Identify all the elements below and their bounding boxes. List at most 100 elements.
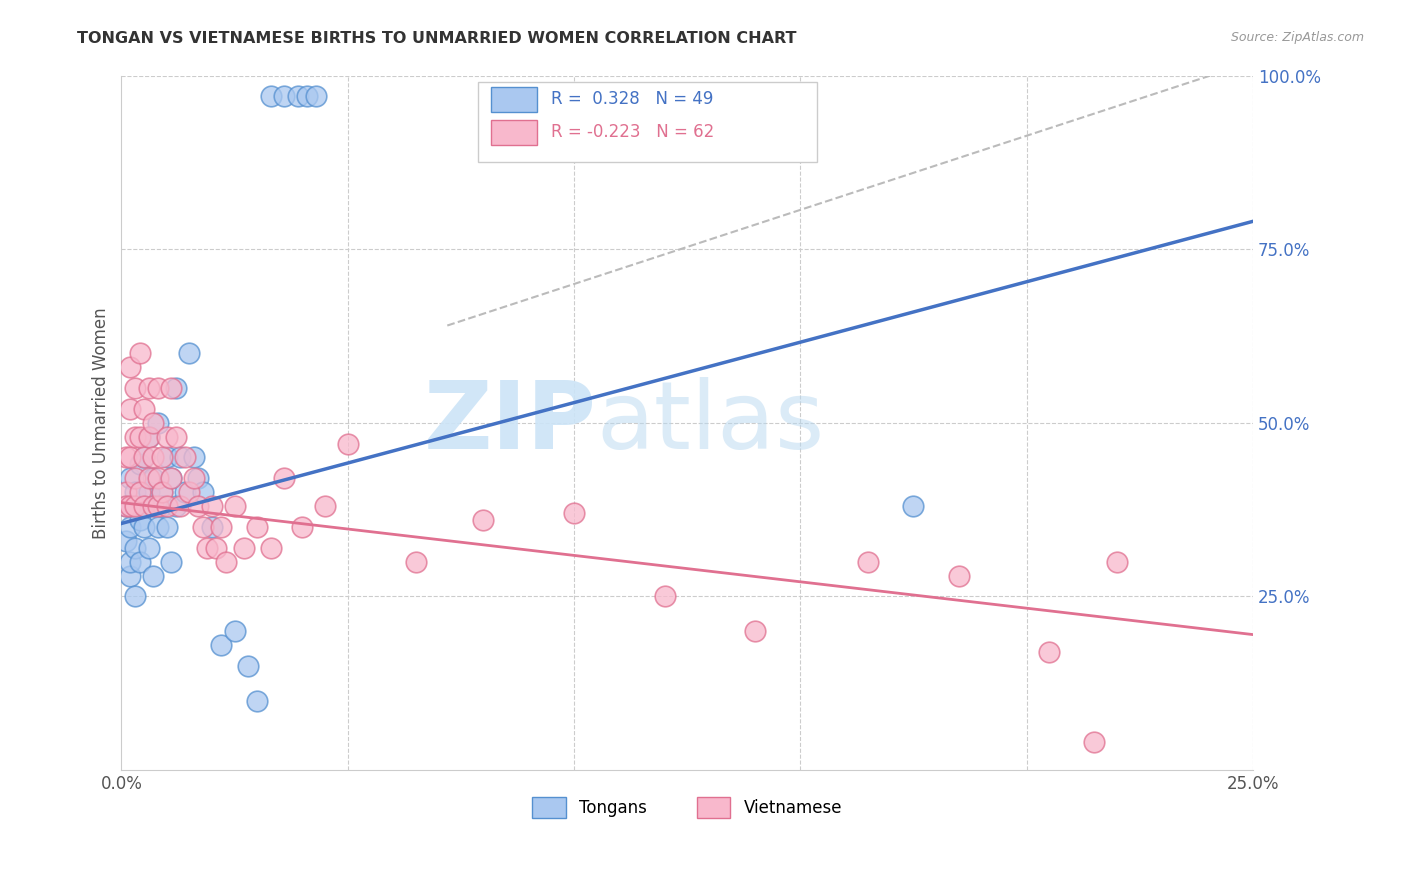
Point xyxy=(273,471,295,485)
Point xyxy=(156,430,179,444)
Point xyxy=(138,471,160,485)
Point xyxy=(115,499,138,513)
Point xyxy=(160,381,183,395)
Point xyxy=(209,638,232,652)
Point xyxy=(236,658,259,673)
Point xyxy=(305,89,328,103)
Point xyxy=(183,450,205,465)
FancyBboxPatch shape xyxy=(492,120,537,145)
Point xyxy=(150,450,173,465)
Point xyxy=(132,499,155,513)
Point xyxy=(160,471,183,485)
Point xyxy=(120,360,142,375)
Point xyxy=(224,499,246,513)
Point xyxy=(124,485,146,500)
FancyBboxPatch shape xyxy=(478,82,817,162)
Point xyxy=(156,450,179,465)
Point xyxy=(191,520,214,534)
Point xyxy=(120,520,142,534)
Point xyxy=(142,416,165,430)
Point xyxy=(472,513,495,527)
Point xyxy=(150,499,173,513)
Point xyxy=(146,471,169,485)
Point xyxy=(291,520,314,534)
Point xyxy=(132,450,155,465)
Point xyxy=(142,499,165,513)
Point xyxy=(124,590,146,604)
Point xyxy=(150,485,173,500)
Point xyxy=(1038,645,1060,659)
Point xyxy=(1083,735,1105,749)
Point xyxy=(128,458,150,472)
Point xyxy=(138,485,160,500)
Point xyxy=(124,541,146,555)
Text: Source: ZipAtlas.com: Source: ZipAtlas.com xyxy=(1230,31,1364,45)
Point xyxy=(187,499,209,513)
Point xyxy=(115,450,138,465)
Point xyxy=(201,520,224,534)
Point xyxy=(146,499,169,513)
Text: TONGAN VS VIETNAMESE BIRTHS TO UNMARRIED WOMEN CORRELATION CHART: TONGAN VS VIETNAMESE BIRTHS TO UNMARRIED… xyxy=(77,31,797,46)
Point xyxy=(856,555,879,569)
Text: atlas: atlas xyxy=(596,376,825,469)
Point xyxy=(142,568,165,582)
Point xyxy=(260,89,283,103)
Point xyxy=(138,430,160,444)
Point xyxy=(232,541,254,555)
Point xyxy=(150,485,173,500)
Point xyxy=(169,450,191,465)
Point xyxy=(160,555,183,569)
Point xyxy=(562,506,585,520)
Point xyxy=(405,555,427,569)
Point xyxy=(128,430,150,444)
Point xyxy=(132,499,155,513)
Point xyxy=(201,499,224,513)
Point xyxy=(903,499,925,513)
Text: R = -0.223   N = 62: R = -0.223 N = 62 xyxy=(551,123,714,142)
Point xyxy=(187,471,209,485)
Point xyxy=(138,541,160,555)
Point xyxy=(124,430,146,444)
Point xyxy=(295,89,318,103)
Point xyxy=(260,541,283,555)
Point xyxy=(214,555,236,569)
Point xyxy=(146,520,169,534)
Point xyxy=(336,436,359,450)
Point xyxy=(115,533,138,548)
Point xyxy=(179,346,201,360)
Point xyxy=(120,450,142,465)
Point xyxy=(115,499,138,513)
Point xyxy=(1107,555,1129,569)
Point xyxy=(191,485,214,500)
Point xyxy=(138,430,160,444)
Point xyxy=(948,568,970,582)
Point xyxy=(156,499,179,513)
Point xyxy=(120,499,142,513)
Point xyxy=(115,485,138,500)
Text: R =  0.328   N = 49: R = 0.328 N = 49 xyxy=(551,90,714,108)
Point xyxy=(128,513,150,527)
Point xyxy=(146,381,169,395)
Point xyxy=(246,693,269,707)
Point xyxy=(165,430,187,444)
FancyBboxPatch shape xyxy=(492,87,537,112)
Legend: Tongans, Vietnamese: Tongans, Vietnamese xyxy=(526,790,849,824)
Text: ZIP: ZIP xyxy=(423,376,596,469)
Point xyxy=(132,401,155,416)
Point xyxy=(120,471,142,485)
Point xyxy=(128,485,150,500)
Point xyxy=(128,346,150,360)
Point xyxy=(142,499,165,513)
Point xyxy=(124,471,146,485)
Y-axis label: Births to Unmarried Women: Births to Unmarried Women xyxy=(93,307,110,539)
Point xyxy=(120,401,142,416)
Point xyxy=(246,520,269,534)
Point xyxy=(124,499,146,513)
Point xyxy=(160,471,183,485)
Point xyxy=(128,555,150,569)
Point xyxy=(224,624,246,639)
Point xyxy=(314,499,336,513)
Point xyxy=(120,555,142,569)
Point xyxy=(169,499,191,513)
Point xyxy=(744,624,766,639)
